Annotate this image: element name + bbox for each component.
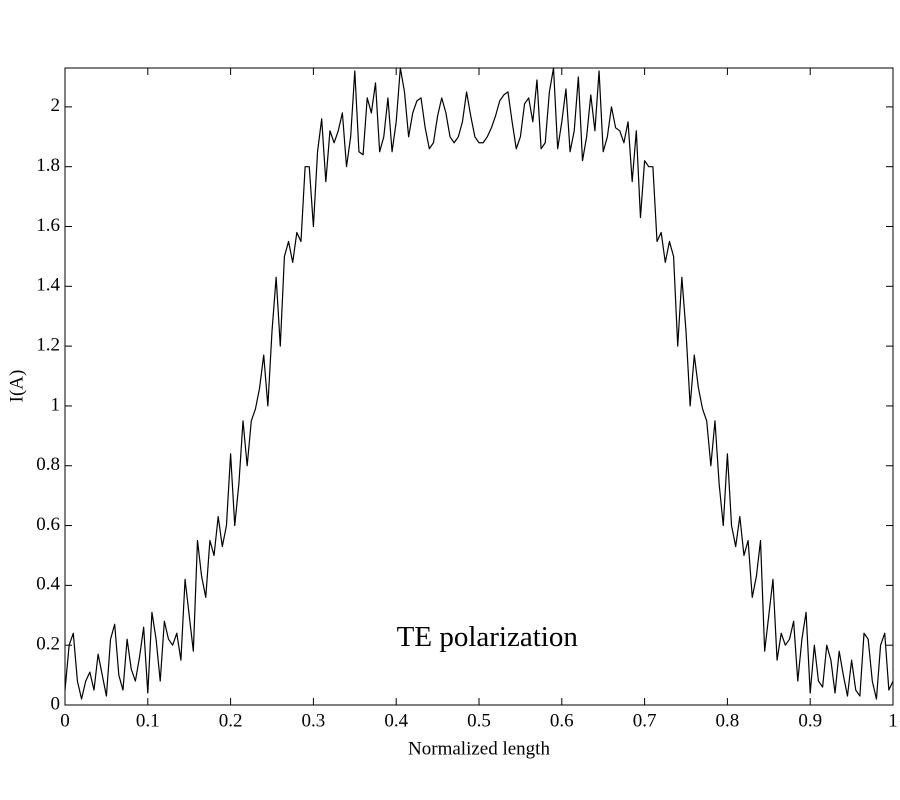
x-tick-label: 0.9 (798, 710, 822, 731)
y-tick-label: 0.8 (36, 454, 60, 475)
x-tick-label: 1 (888, 710, 898, 731)
x-tick-label: 0.8 (716, 710, 740, 731)
y-tick-label: 1.8 (36, 155, 60, 176)
annotation: TE polarization (397, 621, 579, 653)
y-tick-label: 1 (51, 394, 61, 415)
y-tick-label: 1.2 (36, 334, 60, 355)
x-tick-label: 0.2 (219, 710, 243, 731)
y-tick-label: 0.6 (36, 514, 60, 535)
y-axis-label: I(A) (6, 370, 27, 403)
x-tick-label: 0.5 (467, 710, 491, 731)
y-tick-label: 1.4 (36, 275, 60, 296)
x-tick-label: 0.3 (302, 710, 326, 731)
y-tick-label: 0.2 (36, 634, 60, 655)
y-tick-label: 2 (51, 95, 61, 116)
x-tick-label: 0.6 (550, 710, 574, 731)
y-tick-label: 0.4 (36, 574, 60, 595)
x-tick-label: 0.4 (384, 710, 408, 731)
plot-frame (64, 67, 894, 706)
x-tick-label: 0 (60, 710, 70, 731)
x-axis-label: Normalized length (408, 738, 550, 759)
y-tick-label: 0 (51, 693, 61, 714)
data-line (64, 67, 894, 700)
y-tick-label: 1.6 (36, 215, 60, 236)
x-tick-label: 0.1 (136, 710, 160, 731)
x-tick-label: 0.7 (633, 710, 657, 731)
